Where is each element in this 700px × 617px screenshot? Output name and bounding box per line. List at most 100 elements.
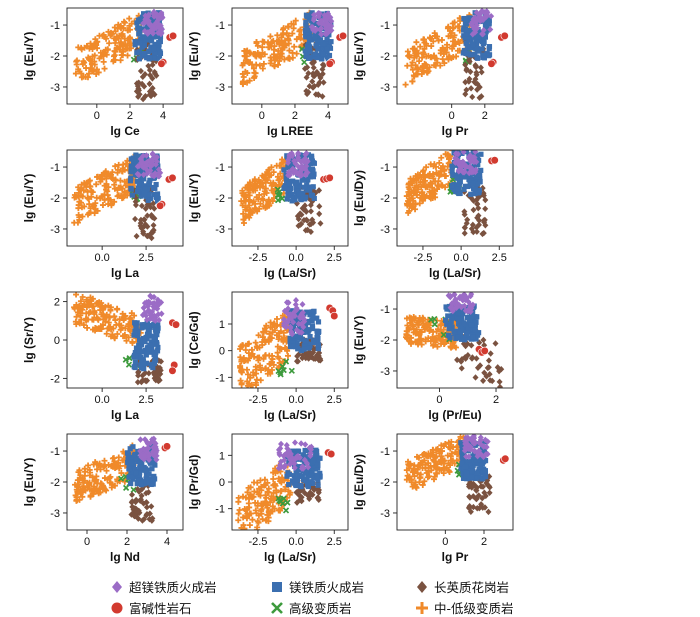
point-brown bbox=[462, 90, 469, 98]
point-orange bbox=[425, 468, 432, 475]
point-purple bbox=[469, 18, 476, 25]
point-brown bbox=[294, 212, 301, 220]
point-orange bbox=[436, 448, 443, 455]
point-brown bbox=[139, 372, 146, 379]
point-blue bbox=[153, 357, 159, 363]
point-green bbox=[440, 331, 447, 338]
point-orange bbox=[97, 195, 104, 202]
point-blue bbox=[151, 360, 158, 366]
point-brown bbox=[299, 351, 306, 359]
point-blue bbox=[303, 338, 309, 344]
point-orange bbox=[81, 180, 88, 187]
point-orange bbox=[254, 345, 261, 352]
point-purple bbox=[281, 464, 288, 471]
point-brown bbox=[319, 93, 326, 100]
point-blue bbox=[284, 196, 290, 202]
point-orange bbox=[79, 293, 86, 300]
point-purple bbox=[295, 150, 302, 158]
point-orange bbox=[126, 15, 133, 22]
point-orange bbox=[276, 330, 283, 337]
point-purple bbox=[276, 449, 283, 457]
point-brown bbox=[143, 490, 150, 497]
point-purple bbox=[318, 20, 325, 27]
legend-marker-mafic bbox=[272, 581, 282, 592]
point-purple bbox=[148, 27, 155, 34]
x-tick-label: -2.5 bbox=[248, 252, 267, 264]
point-orange bbox=[244, 510, 251, 517]
point-blue bbox=[307, 312, 313, 318]
point-orange bbox=[275, 48, 282, 55]
point-blue bbox=[141, 42, 147, 49]
point-brown bbox=[472, 79, 479, 87]
point-brown bbox=[140, 516, 147, 523]
point-blue bbox=[464, 470, 470, 477]
point-orange bbox=[115, 459, 122, 466]
point-purple bbox=[281, 451, 288, 459]
point-orange bbox=[251, 73, 258, 80]
point-orange bbox=[104, 476, 111, 483]
point-orange bbox=[262, 352, 269, 359]
point-brown bbox=[485, 364, 492, 371]
point-orange bbox=[107, 306, 114, 313]
point-brown bbox=[473, 224, 480, 231]
point-orange bbox=[243, 50, 250, 57]
point-blue bbox=[315, 459, 321, 465]
point-orange bbox=[101, 171, 108, 178]
point-blue bbox=[320, 41, 326, 47]
point-orange bbox=[74, 309, 81, 316]
point-blue bbox=[136, 476, 142, 483]
point-purple bbox=[464, 307, 471, 314]
subplot-frame bbox=[231, 291, 349, 389]
point-blue bbox=[468, 191, 474, 197]
point-orange bbox=[262, 481, 269, 488]
point-orange bbox=[124, 37, 131, 44]
point-blue bbox=[133, 345, 140, 351]
point-brown bbox=[465, 56, 472, 64]
point-blue bbox=[290, 163, 296, 169]
point-purple bbox=[155, 166, 162, 173]
point-orange bbox=[431, 187, 438, 194]
point-orange bbox=[235, 517, 242, 524]
x-tick-label: 4 bbox=[164, 536, 170, 548]
point-brown bbox=[149, 61, 156, 69]
point-blue bbox=[481, 37, 487, 43]
point-orange bbox=[293, 36, 300, 43]
point-purple bbox=[467, 446, 474, 453]
subplot-3: 0 2 -1 -2 -3 lg Pr lg (Eu/Y) bbox=[352, 7, 514, 138]
point-blue bbox=[135, 189, 141, 195]
point-brown bbox=[151, 91, 158, 98]
point-blue bbox=[445, 313, 451, 319]
point-orange bbox=[121, 19, 128, 26]
point-orange bbox=[248, 381, 255, 388]
point-blue bbox=[287, 338, 293, 344]
point-orange bbox=[109, 331, 116, 338]
point-orange bbox=[410, 468, 417, 475]
point-purple bbox=[318, 31, 325, 38]
point-blue bbox=[305, 31, 311, 37]
subplot-11-markers bbox=[235, 439, 336, 530]
point-blue bbox=[147, 342, 153, 348]
point-blue bbox=[466, 176, 472, 183]
point-orange bbox=[431, 62, 438, 69]
point-orange bbox=[277, 507, 284, 514]
point-blue bbox=[475, 55, 481, 61]
point-orange bbox=[101, 65, 108, 72]
point-orange bbox=[444, 41, 451, 48]
point-orange bbox=[81, 59, 88, 66]
point-blue bbox=[146, 346, 152, 352]
point-blue bbox=[449, 315, 455, 321]
point-blue bbox=[301, 346, 307, 352]
point-orange bbox=[274, 353, 281, 360]
point-orange bbox=[438, 154, 445, 161]
point-orange bbox=[273, 316, 280, 323]
point-blue bbox=[302, 447, 308, 454]
point-orange bbox=[117, 22, 124, 29]
point-blue bbox=[152, 55, 158, 61]
subplot-8-markers bbox=[237, 297, 339, 388]
point-brown bbox=[298, 494, 305, 501]
point-orange bbox=[447, 27, 454, 34]
point-orange bbox=[419, 451, 426, 458]
point-blue bbox=[314, 40, 320, 46]
point-purple bbox=[321, 12, 328, 19]
point-orange bbox=[291, 43, 298, 50]
